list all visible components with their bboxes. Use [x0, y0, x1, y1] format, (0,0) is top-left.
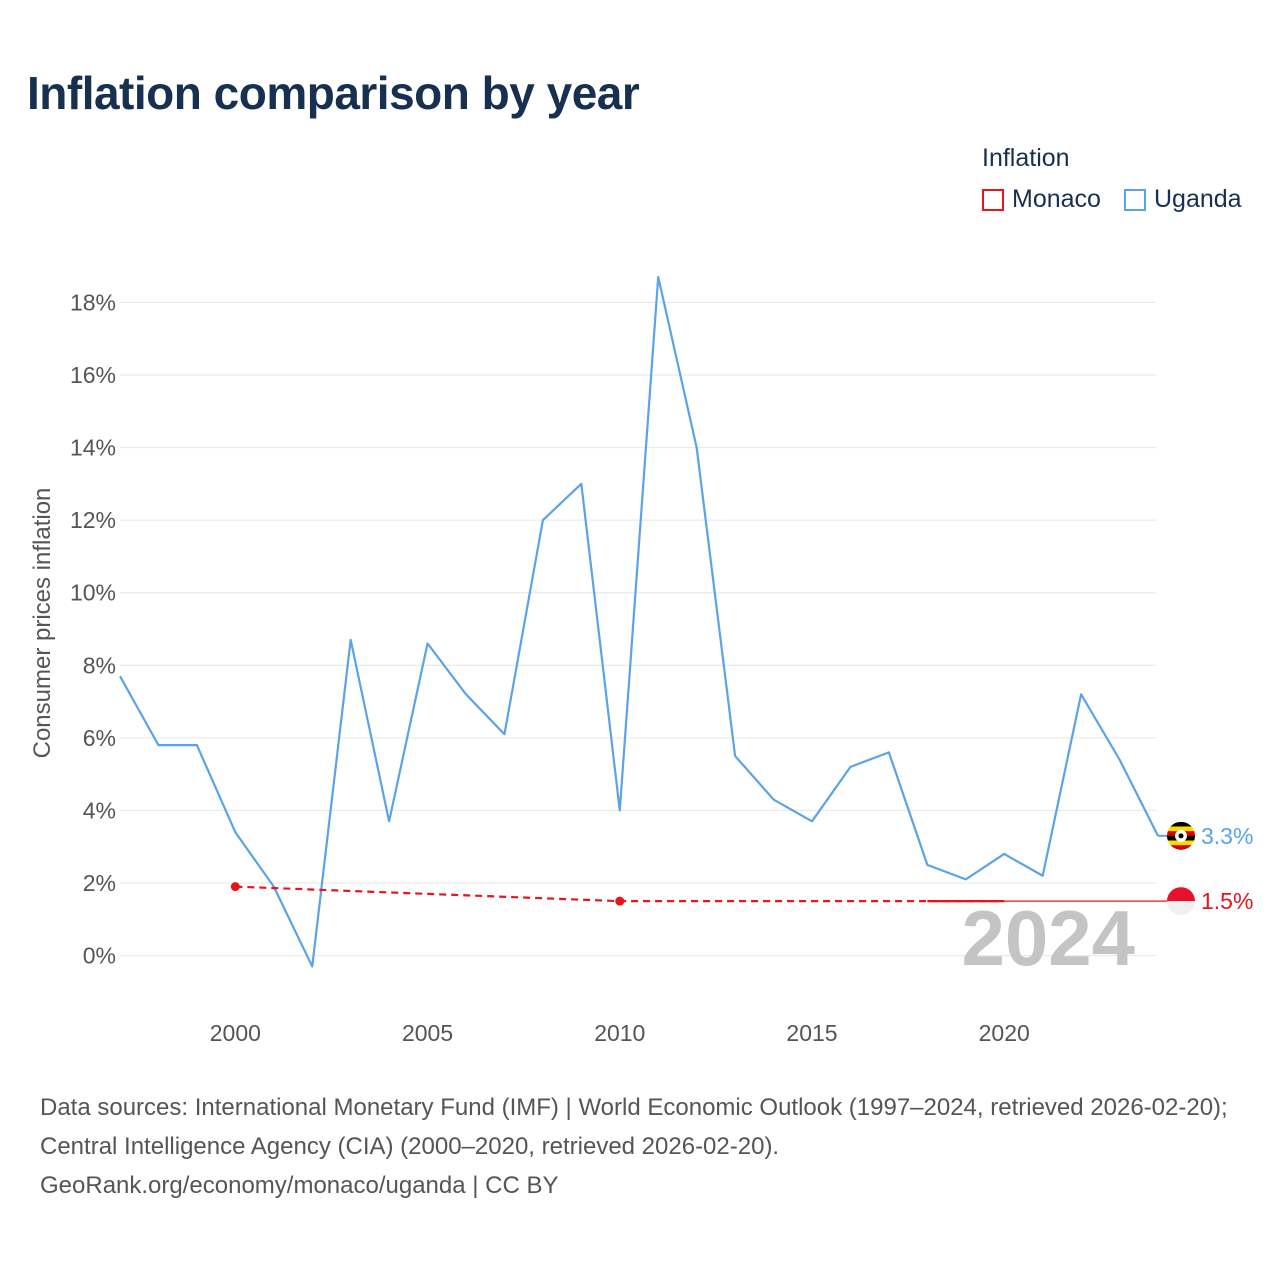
data-sources-text: Data sources: International Monetary Fun… [40, 1094, 1228, 1160]
chart-title: Inflation comparison by year [27, 67, 640, 119]
gridlines [120, 301, 1156, 957]
y-tick-label: 2% [83, 870, 116, 896]
end-markers: 3.3% 1.5% [1167, 821, 1253, 916]
y-tick-label: 18% [70, 289, 116, 315]
y-tick-label: 0% [83, 943, 116, 969]
legend-swatch-monaco [982, 188, 1004, 211]
x-tick-label: 2000 [210, 1020, 261, 1046]
x-tick-label: 2015 [786, 1020, 837, 1046]
y-tick-label: 8% [83, 652, 116, 678]
uganda-flag-icon [1167, 821, 1195, 850]
x-tick-label: 2020 [979, 1020, 1030, 1046]
line-chart: 0%2%4%6%8%10%12%14%16%18% 2000 2005 2010 20… [29, 275, 1253, 1046]
legend-item-monaco[interactable]: Monaco [982, 185, 1101, 214]
attribution-link[interactable]: GeoRank.org/economy/monaco/uganda | CC B… [40, 1172, 559, 1199]
y-tick-label: 6% [83, 725, 116, 751]
y-tick-labels: 0% 2% 4% 6% 8% 10% 12% 14% 16% 18% [70, 289, 116, 968]
monaco-point [615, 896, 625, 906]
monaco-point [230, 882, 240, 892]
x-tick-labels: 2000 2005 2010 2015 2020 [210, 1020, 1030, 1046]
x-tick-label: 2010 [594, 1020, 645, 1046]
uganda-end-label: 3.3% [1201, 823, 1253, 849]
y-tick-label: 16% [70, 362, 116, 388]
year-watermark: 2024 [961, 894, 1135, 982]
series-line-uganda [119, 275, 1159, 968]
legend-item-uganda[interactable]: Uganda [1124, 185, 1242, 214]
y-tick-label: 14% [70, 435, 116, 461]
y-tick-label: 4% [83, 797, 116, 823]
y-tick-label: 12% [70, 507, 116, 533]
monaco-end-label: 1.5% [1201, 888, 1253, 914]
series-lines [119, 275, 1170, 968]
y-axis-label: Consumer prices inflation [29, 488, 56, 759]
x-tick-label: 2005 [402, 1020, 453, 1046]
legend-title: Inflation [982, 144, 1070, 172]
legend-label-uganda: Uganda [1154, 185, 1242, 213]
monaco-flag-icon [1167, 887, 1195, 916]
legend-label-monaco: Monaco [1012, 185, 1101, 213]
legend-swatch-uganda [1124, 188, 1146, 211]
y-tick-label: 10% [70, 580, 116, 606]
